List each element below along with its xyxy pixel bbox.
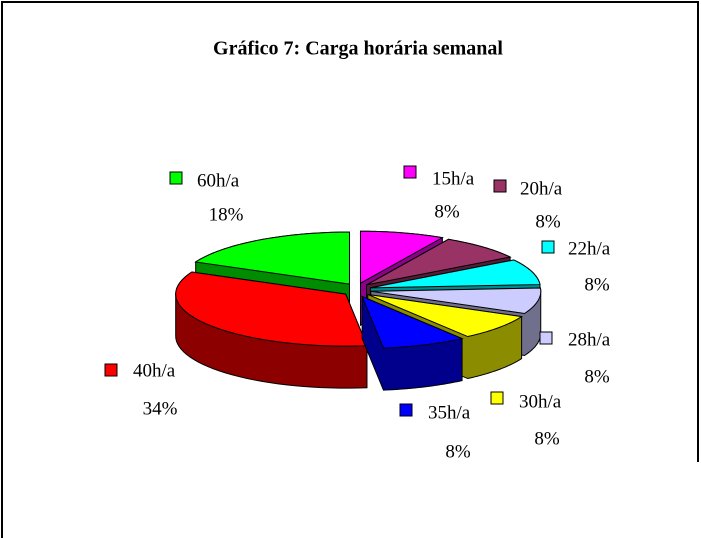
value-label: 8% [434,201,460,222]
legend-swatch [403,165,417,179]
legend-swatch [104,363,118,377]
category-label: 30h/a [519,391,562,412]
legend-swatch [399,403,413,417]
legend-swatch [493,179,507,193]
category-label: 60h/a [197,170,240,191]
slice [367,293,524,338]
category-label: 22h/a [568,238,611,259]
value-label: 8% [584,274,610,295]
value-label: 8% [535,211,561,232]
slice [370,287,542,314]
legend-swatch [490,391,504,405]
slice [361,295,464,349]
category-label: 35h/a [428,402,471,423]
category-label: 15h/a [432,168,475,189]
value-label: 8% [534,428,560,449]
slice [175,271,368,347]
category-label: 20h/a [520,178,563,199]
category-label: 40h/a [133,360,176,381]
slice [370,259,541,289]
legend-swatch [541,240,555,254]
value-label: 8% [584,366,610,387]
legend-swatch [169,171,183,185]
legend-swatch [539,331,553,345]
slice [366,238,512,286]
slice [194,231,350,285]
category-label: 28h/a [568,329,611,350]
value-label: 18% [209,204,244,225]
slice [359,230,444,285]
value-label: 34% [143,398,178,419]
chart-title: Gráfico 7: Carga horária semanal [213,38,503,60]
value-label: 8% [445,441,471,462]
